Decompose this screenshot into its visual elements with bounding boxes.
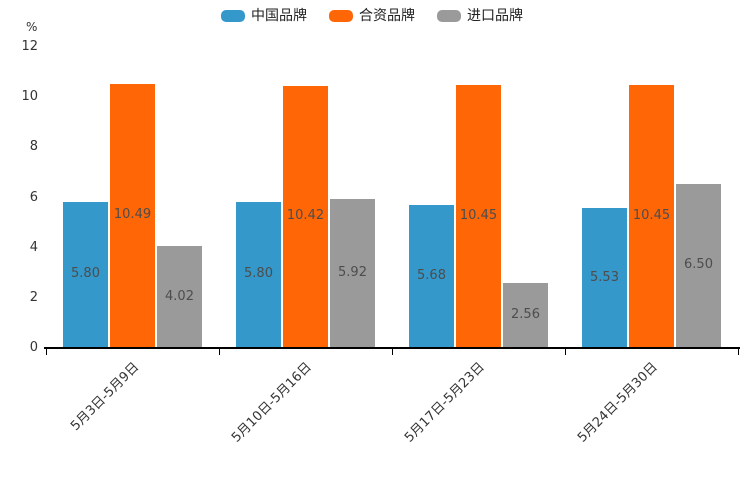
y-tick-label: 8 bbox=[29, 139, 38, 155]
bar-合资品牌 bbox=[283, 85, 328, 347]
legend-item-中国品牌[interactable]: 中国品牌 bbox=[221, 8, 307, 24]
bar-合资品牌 bbox=[456, 84, 501, 347]
y-tick-label: 10 bbox=[21, 89, 38, 105]
legend-marker-icon bbox=[221, 10, 245, 22]
x-axis-tick bbox=[392, 349, 393, 355]
legend-marker-icon bbox=[329, 10, 353, 22]
y-tick-label: 0 bbox=[29, 340, 38, 355]
y-tick-label: 12 bbox=[21, 39, 38, 54]
bar-value-label: 5.92 bbox=[338, 264, 367, 280]
legend-label: 合资品牌 bbox=[359, 8, 415, 24]
bar-进口品牌 bbox=[676, 183, 721, 347]
bar-中国品牌 bbox=[582, 208, 627, 347]
bar-value-label: 2.56 bbox=[511, 306, 540, 322]
x-axis-tick bbox=[46, 349, 47, 355]
bar-value-label: 6.50 bbox=[684, 257, 713, 273]
bar-中国品牌 bbox=[409, 204, 454, 347]
bar-value-label: 10.45 bbox=[632, 207, 671, 223]
legend-item-进口品牌[interactable]: 进口品牌 bbox=[437, 8, 523, 24]
bar-中国品牌 bbox=[236, 201, 281, 347]
x-category-label: 5月3日-5月9日 bbox=[67, 359, 142, 434]
x-axis-line bbox=[44, 347, 740, 349]
legend-label: 中国品牌 bbox=[251, 8, 307, 24]
legend-marker-icon bbox=[437, 10, 461, 22]
bar-合资品牌 bbox=[110, 83, 155, 347]
x-axis-tick bbox=[219, 349, 220, 355]
bar-value-label: 5.53 bbox=[590, 269, 619, 285]
x-axis-tick bbox=[738, 349, 739, 355]
bar-value-label: 5.80 bbox=[244, 266, 273, 282]
x-axis-tick bbox=[565, 349, 566, 355]
y-tick-label: 2 bbox=[29, 289, 38, 305]
x-category-label: 5月24日-5月30日 bbox=[575, 359, 661, 446]
x-category-label: 5月17日-5月23日 bbox=[402, 359, 488, 446]
bar-进口品牌 bbox=[503, 282, 548, 347]
legend-item-合资品牌[interactable]: 合资品牌 bbox=[329, 8, 415, 24]
bar-合资品牌 bbox=[629, 84, 674, 347]
bar-value-label: 10.42 bbox=[286, 208, 325, 224]
bar-中国品牌 bbox=[63, 201, 108, 347]
bar-进口品牌 bbox=[330, 198, 375, 347]
bar-value-label: 10.45 bbox=[459, 207, 498, 223]
y-tick-label: 4 bbox=[29, 239, 38, 255]
bar-value-label: 10.49 bbox=[113, 207, 152, 223]
bar-value-label: 4.02 bbox=[165, 288, 194, 304]
y-axis-unit-label: % bbox=[26, 20, 38, 34]
legend: 中国品牌 合资品牌 进口品牌 bbox=[0, 8, 744, 24]
bar-value-label: 5.68 bbox=[417, 267, 446, 283]
bar-value-label: 5.80 bbox=[71, 266, 100, 282]
legend-label: 进口品牌 bbox=[467, 8, 523, 24]
x-category-label: 5月10日-5月16日 bbox=[229, 359, 315, 446]
y-tick-label: 6 bbox=[29, 189, 38, 205]
bar-进口品牌 bbox=[157, 246, 202, 347]
